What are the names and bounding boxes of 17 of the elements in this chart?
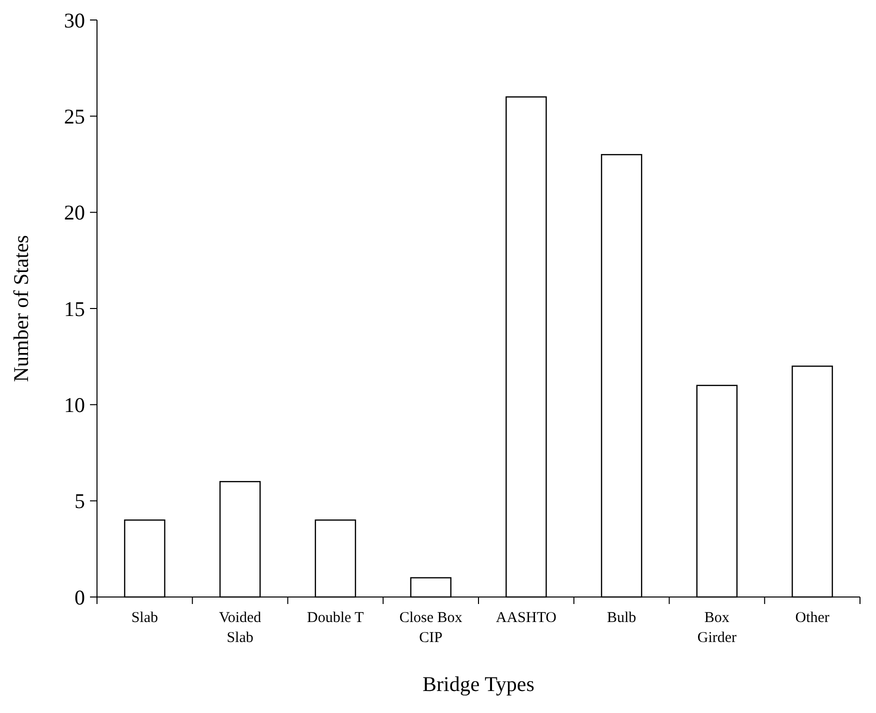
x-tick-label: Double T (307, 610, 364, 626)
x-tick-label: Bulb (606, 610, 636, 626)
x-tick-label: Other (795, 610, 830, 626)
y-tick-label: 30 (64, 8, 85, 32)
x-tick-label: Voided Slab (218, 610, 262, 646)
y-tick-label: 15 (64, 296, 85, 321)
x-tick-label: Slab (131, 610, 158, 626)
x-tick-label: Box Girder (697, 610, 737, 646)
x-tick-label: AASHTO (496, 610, 557, 626)
y-tick-label: 20 (64, 200, 85, 225)
y-tick-label: 10 (64, 393, 85, 418)
x-axis-title: Bridge Types (422, 672, 534, 696)
y-tick-label: 25 (64, 104, 85, 129)
y-tick-label: 0 (74, 585, 85, 610)
y-tick-label: 5 (74, 489, 85, 514)
y-axis-title: Number of States (9, 235, 33, 382)
x-tick-label: Close Box CIP (399, 610, 463, 646)
